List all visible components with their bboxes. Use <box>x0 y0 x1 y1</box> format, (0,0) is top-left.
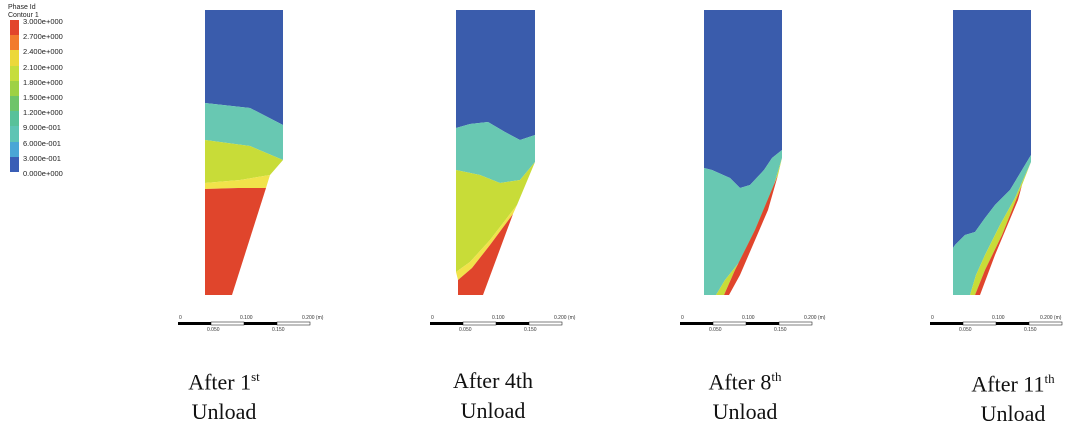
scale-3-label-1: 0.100 <box>742 315 755 321</box>
panel-4-contour <box>953 10 1031 295</box>
legend-label: 2.700e+000 <box>23 32 63 42</box>
panel-1-contour <box>205 10 283 295</box>
caption-1-line2: Unload <box>191 399 257 425</box>
panel-2-lime-region <box>456 162 535 272</box>
scale-2-label-4: 0.150 <box>524 327 537 333</box>
legend-title: Phase Id <box>8 4 36 11</box>
panel-1-lime-region <box>205 140 283 183</box>
panel-1-yellow-band <box>205 175 270 189</box>
legend-swatch <box>10 141 19 157</box>
caption-4-sup: th <box>1044 371 1055 386</box>
scale-3-label-0: 0 <box>681 315 684 321</box>
panel-2-contour <box>456 10 535 295</box>
panel-1-teal-region <box>205 103 283 160</box>
legend-entry: 6.000e-001 <box>8 138 88 157</box>
scale-bar-1 <box>178 321 311 326</box>
panel-4-lime-band <box>970 162 1031 295</box>
legend-label: 1.500e+000 <box>23 92 63 102</box>
caption-1-sup: st <box>251 369 260 384</box>
legend-label: 2.400e+000 <box>23 47 63 57</box>
legend-swatch <box>10 35 19 51</box>
scale-2-label-0: 0 <box>431 315 434 321</box>
caption-4-text: After 11 <box>971 371 1045 397</box>
panel-1-blue-region <box>205 10 283 125</box>
legend-label: 9.000e-001 <box>23 123 61 133</box>
panel-4-blue-region <box>953 10 1031 248</box>
panel-4-red-band <box>975 185 1022 295</box>
scale-1-label-4: 0.150 <box>272 327 285 333</box>
scale-bar-2 <box>430 321 563 326</box>
legend-label: 1.200e+000 <box>23 108 63 118</box>
legend-entries: 3.000e+000 2.700e+000 2.400e+000 2.100e+000… <box>8 17 88 187</box>
scale-4-label-1: 0.100 <box>992 315 1005 321</box>
legend-swatch <box>10 50 19 66</box>
legend-label: 3.000e-001 <box>23 153 61 163</box>
legend-label: 6.000e-001 <box>23 138 61 148</box>
legend-subtitle: Contour 1 <box>8 12 39 19</box>
color-legend: Phase Id Contour 1 3.000e+000 2.700e+000 2… <box>8 4 88 187</box>
scale-3-label-4: 0.150 <box>774 327 787 333</box>
legend-swatch <box>10 65 19 81</box>
legend-entry: 3.000e+000 <box>8 17 88 36</box>
caption-1-text: After 1 <box>188 369 252 395</box>
scale-3-label-2: 0.200 (m) <box>804 315 826 321</box>
legend-swatch <box>10 95 19 112</box>
legend-entry: 1.500e+000 <box>8 92 88 112</box>
scale-bar-3 <box>680 321 813 326</box>
scale-4-label-2: 0.200 (m) <box>1040 315 1062 321</box>
caption-panel-4: After 11th Unload <box>933 364 1076 429</box>
caption-3-sup: th <box>771 369 782 384</box>
scale-2-label-1: 0.100 <box>492 315 505 321</box>
caption-panel-1: After 1st Unload <box>144 362 304 427</box>
legend-entry: 2.100e+000 <box>8 62 88 81</box>
scale-4-label-3: 0.050 <box>959 327 972 333</box>
legend-swatch <box>10 156 19 172</box>
scale-1-label-0: 0 <box>179 315 182 321</box>
legend-label: 3.000e+000 <box>23 17 63 26</box>
caption-2-line2: Unload <box>460 398 526 423</box>
caption-2-text: After 4th <box>452 368 534 393</box>
panel-3-teal-region <box>704 150 782 295</box>
legend-label: 0.000e+000 <box>23 168 63 178</box>
legend-entry: 3.000e-001 <box>8 153 88 172</box>
caption-3-text: After 8 <box>708 369 772 395</box>
legend-entry: 2.400e+000 <box>8 47 88 66</box>
legend-swatch <box>10 126 19 142</box>
scale-1-label-1: 0.100 <box>240 315 253 321</box>
panel-2-yellow-band <box>456 205 517 280</box>
panel-3-contour <box>704 10 782 295</box>
scale-bar-4 <box>930 321 1063 326</box>
scale-1-label-3: 0.050 <box>207 327 220 333</box>
legend-entry: 9.000e-001 <box>8 123 88 142</box>
panel-2-blue-region <box>456 10 535 140</box>
scale-4-label-0: 0 <box>931 315 934 321</box>
panel-3-blue-region <box>704 10 782 188</box>
legend-entry: 1.800e+000 <box>8 77 88 96</box>
legend-swatch <box>10 20 19 36</box>
panel-1-red-region <box>205 188 266 295</box>
panel-3-red-band <box>724 175 778 295</box>
legend-label: 1.800e+000 <box>23 77 63 87</box>
panel-2-red-region <box>458 214 513 295</box>
caption-4-line2: Unload <box>980 401 1046 427</box>
caption-panel-2: After 4th Unload <box>413 366 573 426</box>
legend-label: 2.100e+000 <box>23 62 63 72</box>
legend-entry: 2.700e+000 <box>8 32 88 51</box>
scale-2-label-3: 0.050 <box>459 327 472 333</box>
legend-swatch <box>10 80 19 96</box>
scale-1-label-2: 0.200 (m) <box>302 315 324 321</box>
legend-swatch <box>10 111 19 127</box>
legend-entry-last: 0.000e+000 <box>8 168 88 187</box>
legend-entry: 1.200e+000 <box>8 108 88 127</box>
caption-panel-3: After 8th Unload <box>665 362 825 427</box>
scale-2-label-2: 0.200 (m) <box>554 315 576 321</box>
scale-3-label-3: 0.050 <box>709 327 722 333</box>
panel-2-teal-region <box>456 122 535 183</box>
caption-3-line2: Unload <box>712 399 778 425</box>
scale-4-label-4: 0.150 <box>1024 327 1037 333</box>
panel-4-teal-region <box>953 155 1031 295</box>
